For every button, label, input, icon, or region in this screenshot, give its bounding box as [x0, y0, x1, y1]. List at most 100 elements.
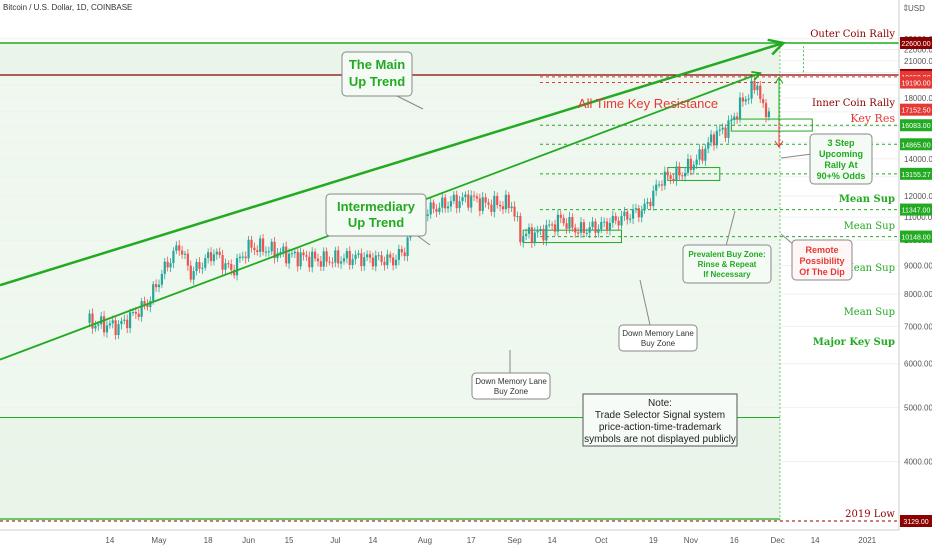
candle-body — [666, 171, 669, 176]
main-trend-callout: The Main Up Trend — [341, 51, 424, 110]
candle-body — [296, 251, 299, 267]
candle-body — [568, 217, 571, 229]
candle-body — [123, 319, 126, 321]
candle-body — [738, 97, 742, 119]
candle-body — [710, 134, 713, 143]
candle-body — [577, 232, 580, 234]
candle-body — [354, 254, 357, 260]
candle-body — [467, 194, 470, 208]
time-axis[interactable]: 14 May 18 Jun 15 Jul 14 Aug 17 Sep 14 Oct 19 Nov 16 Dec… — [105, 536, 876, 545]
candle-body — [181, 250, 184, 255]
candle-body — [285, 246, 288, 264]
candle-body — [331, 262, 334, 264]
candle-body — [730, 119, 733, 121]
time-tick-label: 19 — [649, 536, 658, 545]
time-tick-label: 14 — [368, 536, 377, 545]
rally-arrowhead — [774, 76, 784, 84]
candle-body — [519, 215, 522, 243]
candle-body — [458, 201, 461, 209]
remote-dip-line1: Remote — [805, 245, 838, 255]
candle-body — [724, 127, 727, 138]
candle-body — [464, 194, 467, 198]
candle-body — [663, 171, 666, 186]
candle-body — [154, 284, 158, 288]
price-tick-label: 12000.00 — [904, 192, 932, 201]
candle-body — [256, 250, 259, 252]
price-tick-label: 14000.00 — [904, 155, 932, 164]
candle-body — [305, 255, 308, 257]
candle-body — [311, 251, 314, 268]
candle-body — [496, 195, 499, 205]
candle-body — [131, 312, 135, 314]
candle-body — [166, 261, 169, 268]
candle-body — [143, 301, 146, 305]
candle-body — [207, 252, 210, 259]
candle-body — [441, 197, 444, 208]
price-tag-label: 19190.00 — [901, 81, 930, 88]
currency-dropdown-icon[interactable]: ⇕ — [902, 3, 910, 13]
candle-body — [94, 325, 97, 329]
candlestick-series — [88, 75, 771, 340]
candle-body — [551, 224, 554, 226]
candle-body — [386, 254, 389, 266]
candle-body — [287, 253, 291, 264]
candle-body — [571, 217, 574, 228]
prevalent-buy-zone-line1: Prevalent Buy Zone: — [688, 250, 765, 259]
note-line1: Note: — [648, 398, 672, 409]
candle-body — [267, 251, 270, 253]
candle-body — [652, 190, 655, 207]
candle-body — [631, 209, 635, 219]
candle-body — [360, 253, 363, 267]
mean-sup-label-4: Mean Sup — [844, 307, 895, 318]
candle-body — [403, 252, 406, 257]
candle-body — [371, 257, 374, 267]
candle-body — [695, 159, 698, 165]
candle-body — [235, 258, 239, 276]
dip-arrowhead — [774, 140, 784, 148]
candle-body — [406, 237, 409, 257]
candle-body — [715, 130, 718, 146]
candle-body — [605, 221, 609, 231]
price-tag — [900, 203, 932, 216]
price-tag — [900, 138, 932, 151]
candle-body — [707, 142, 710, 149]
candle-body — [97, 324, 100, 326]
candle-body — [614, 216, 617, 221]
candle-body — [533, 232, 536, 243]
intermediary-up-trend-arrowhead — [751, 71, 763, 81]
time-tick-label: Dec — [770, 536, 784, 545]
candle-body — [88, 313, 91, 323]
upcoming-rally-line4: 90+% Odds — [817, 171, 866, 181]
candle-body — [527, 227, 531, 234]
price-axis-panel — [899, 0, 932, 550]
candle-body — [299, 252, 302, 267]
candle-body — [672, 178, 675, 181]
candle-body — [230, 264, 233, 270]
price-tags: 22600.0019800.0019650.0019190.0017152.50… — [900, 37, 932, 527]
candle-body — [481, 197, 484, 211]
candle-body — [345, 250, 348, 259]
candle-body — [603, 221, 606, 223]
candle-body — [565, 223, 568, 229]
candle-body — [525, 233, 528, 237]
price-tag-label: 22600.00 — [901, 41, 930, 48]
candle-body — [313, 251, 317, 259]
candle-body — [626, 211, 629, 220]
candle-body — [629, 218, 632, 220]
candle-body — [394, 259, 398, 266]
candle-body — [675, 166, 678, 181]
price-tag — [900, 230, 932, 243]
note-line2: Trade Selector Signal system — [595, 410, 725, 421]
time-tick-label: 17 — [467, 536, 476, 545]
candle-body — [487, 202, 490, 205]
time-tick-label: Jul — [330, 536, 340, 545]
currency-label[interactable]: USD — [908, 4, 925, 13]
time-tick-label: 14 — [811, 536, 820, 545]
candle-body — [290, 253, 294, 255]
upcoming-rally-callout: 3 Step Upcoming Rally At 90+% Odds — [780, 133, 873, 185]
note-line3: price-action-time-trademark — [599, 422, 722, 433]
candle-body — [215, 251, 218, 255]
candle-body — [114, 320, 117, 336]
candle-body — [366, 254, 369, 258]
candle-body — [247, 239, 250, 259]
